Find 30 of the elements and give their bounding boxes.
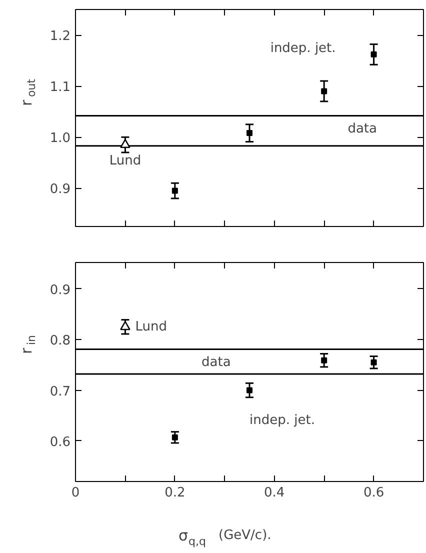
x-tick-label: 0 [71,486,80,500]
point [370,359,377,366]
point [120,138,130,148]
y-tick-label: 0.8 [50,334,71,349]
ref-line-label: data [348,122,378,137]
series-label: Lund [109,153,142,168]
y-tick-label: 0.7 [50,384,71,400]
y-tick-label: 0.6 [50,434,71,450]
point [246,387,252,394]
y-axis-title: rout [18,78,38,106]
y-tick-label: 1.0 [50,131,71,146]
x-tick-label: 0.2 [164,486,186,500]
x-tick-label: 0.6 [363,486,384,500]
point [246,130,252,136]
point [321,88,328,94]
series-label: indep. jet. [250,412,315,428]
text: indep. jet. [270,40,336,56]
y-axis-title: rin [18,334,38,354]
point [172,434,178,440]
y-tick-label: 0.9 [50,282,71,298]
x-tick-label: 0.4 [264,486,285,500]
point [370,51,377,58]
y-tick-label: 0.9 [50,182,71,198]
y-tick-label: 1.2 [50,29,71,44]
point [172,188,178,194]
y-tick-label: 1.1 [50,80,71,96]
series-label: Lund [135,319,167,334]
ref-line-label: data [202,355,231,370]
point [321,357,328,364]
point [120,321,130,330]
